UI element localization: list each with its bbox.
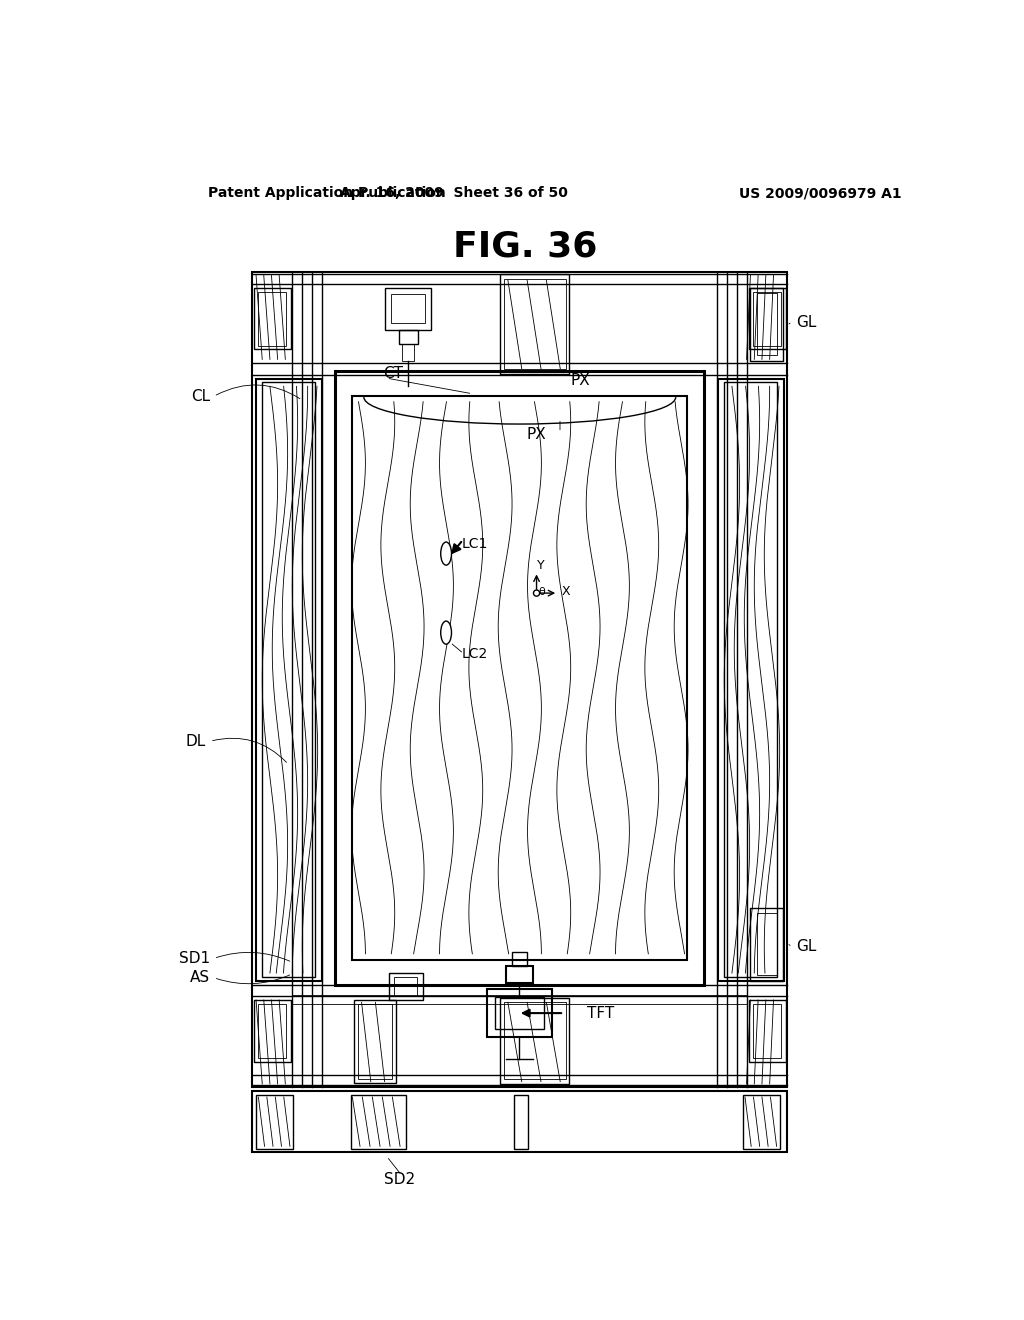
Bar xyxy=(487,989,552,1038)
Bar xyxy=(252,1090,787,1152)
Bar xyxy=(504,279,565,370)
Bar xyxy=(754,292,781,346)
Bar xyxy=(506,966,534,983)
Bar xyxy=(351,1094,407,1148)
Text: PX: PX xyxy=(526,426,546,442)
Text: LC2: LC2 xyxy=(462,647,487,661)
Bar xyxy=(742,1094,779,1148)
Bar xyxy=(749,1001,785,1061)
Text: GL: GL xyxy=(797,939,817,953)
Bar xyxy=(336,371,705,985)
Text: FIG. 36: FIG. 36 xyxy=(453,230,597,264)
Text: US 2009/0096979 A1: US 2009/0096979 A1 xyxy=(739,186,901,201)
Bar xyxy=(388,973,423,1001)
Bar xyxy=(385,288,431,330)
Text: Apr. 16, 2009  Sheet 36 of 50: Apr. 16, 2009 Sheet 36 of 50 xyxy=(340,186,568,201)
Ellipse shape xyxy=(440,622,452,644)
Bar xyxy=(391,294,425,323)
Bar xyxy=(500,275,569,374)
Text: LC1: LC1 xyxy=(462,537,487,552)
Bar xyxy=(258,292,286,346)
Bar xyxy=(394,977,417,997)
Bar xyxy=(724,383,777,977)
Text: CL: CL xyxy=(190,389,210,404)
Bar xyxy=(751,908,782,981)
Text: TFT: TFT xyxy=(587,1006,614,1020)
Bar xyxy=(357,1003,392,1080)
Bar xyxy=(256,379,322,981)
Ellipse shape xyxy=(440,543,452,565)
Bar xyxy=(749,288,785,350)
Text: SD1: SD1 xyxy=(179,950,210,966)
Bar xyxy=(495,997,544,1030)
Bar xyxy=(254,288,291,350)
Bar xyxy=(512,952,527,966)
Text: SD2: SD2 xyxy=(384,1172,416,1187)
Bar xyxy=(751,288,782,360)
Circle shape xyxy=(534,590,540,597)
Bar xyxy=(757,293,776,355)
Bar xyxy=(504,1002,565,1080)
Bar xyxy=(514,1094,528,1148)
Bar xyxy=(754,1003,781,1057)
Text: X: X xyxy=(561,585,569,598)
Bar xyxy=(757,913,776,974)
Text: Y: Y xyxy=(537,560,544,573)
Bar xyxy=(254,1001,291,1061)
Bar xyxy=(252,272,787,1088)
Bar xyxy=(258,1003,286,1057)
Bar xyxy=(354,1001,396,1084)
Bar xyxy=(401,345,414,360)
Text: CT: CT xyxy=(383,366,403,380)
Text: AS: AS xyxy=(189,970,210,985)
Bar xyxy=(262,383,315,977)
Bar xyxy=(398,330,418,345)
Text: DL: DL xyxy=(185,734,206,748)
Text: PX: PX xyxy=(570,372,590,388)
Text: Patent Application Publication: Patent Application Publication xyxy=(208,186,445,201)
Text: GL: GL xyxy=(797,315,817,330)
Bar xyxy=(352,396,687,960)
Bar xyxy=(256,1094,293,1148)
Bar xyxy=(718,379,783,981)
Text: θ: θ xyxy=(539,587,546,598)
Bar xyxy=(500,998,569,1084)
